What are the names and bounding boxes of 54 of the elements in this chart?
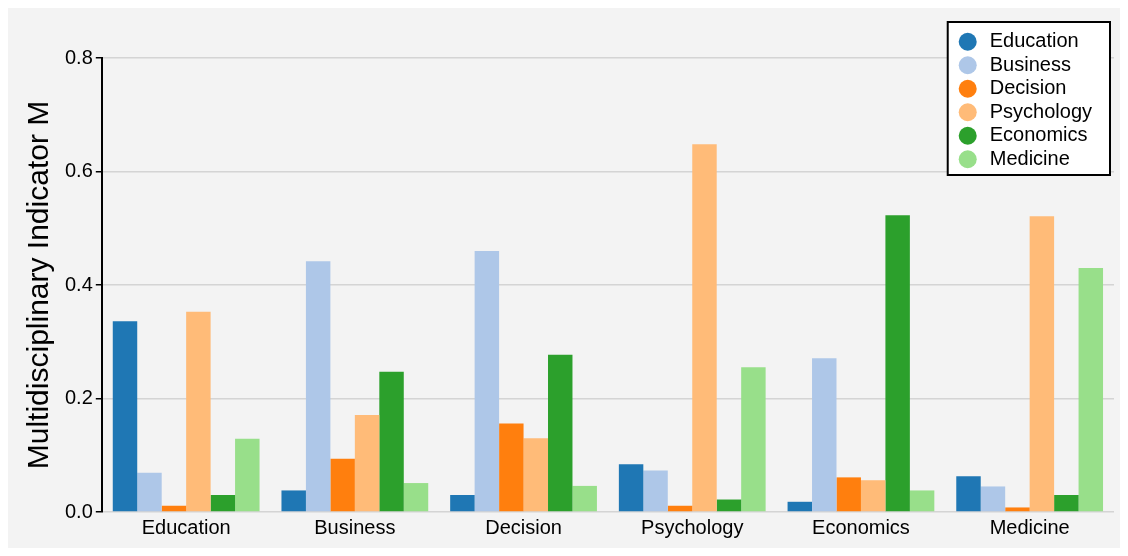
legend-label: Business <box>989 52 1071 75</box>
bar <box>281 490 306 512</box>
bar <box>1054 494 1079 512</box>
legend-label: Decision <box>989 76 1067 99</box>
bar <box>812 358 837 512</box>
legend-label: Psychology <box>989 99 1093 122</box>
x-tick-label: Business <box>314 515 396 538</box>
bar <box>450 494 475 512</box>
bar <box>548 354 573 512</box>
bar <box>330 458 355 512</box>
y-tick-label: 0.6 <box>64 159 93 182</box>
x-tick-label: Psychology <box>641 515 744 538</box>
bar <box>1029 216 1055 512</box>
x-tick-label: Medicine <box>989 515 1070 538</box>
x-tick-label: Decision <box>485 515 562 538</box>
bar <box>137 472 162 512</box>
bar <box>499 423 524 512</box>
bar <box>235 438 260 512</box>
bar <box>909 490 935 512</box>
bar <box>860 480 886 512</box>
legend-label: Education <box>989 29 1079 52</box>
bar <box>956 476 981 512</box>
bar <box>836 477 861 512</box>
legend-label: Medicine <box>989 146 1070 169</box>
bar <box>1005 507 1030 512</box>
bar <box>379 371 404 512</box>
y-tick-label: 0.8 <box>64 45 93 68</box>
bar <box>618 464 644 512</box>
bar <box>572 485 597 512</box>
y-tick-label: 0.0 <box>64 499 93 522</box>
bar <box>787 501 813 512</box>
bar <box>112 321 138 512</box>
y-tick-label: 0.4 <box>64 272 93 295</box>
bar <box>716 499 742 512</box>
bar <box>210 494 236 512</box>
y-axis-title: Multidisciplinary Indicator M <box>21 100 55 470</box>
x-tick-label: Education <box>141 515 231 538</box>
bar <box>643 470 668 512</box>
x-tick-label: Economics <box>812 515 910 538</box>
bar <box>523 438 549 512</box>
bar <box>354 414 380 512</box>
bar <box>186 311 211 512</box>
bar <box>885 215 910 512</box>
bar <box>980 486 1006 512</box>
bar <box>403 483 429 512</box>
bar <box>161 505 187 512</box>
bar <box>741 367 766 512</box>
bar <box>667 505 693 512</box>
bar <box>1078 267 1104 512</box>
y-tick-label: 0.2 <box>64 386 93 409</box>
bar <box>692 144 717 512</box>
bar <box>474 250 500 512</box>
legend-label: Economics <box>989 123 1088 146</box>
bar <box>305 261 331 512</box>
